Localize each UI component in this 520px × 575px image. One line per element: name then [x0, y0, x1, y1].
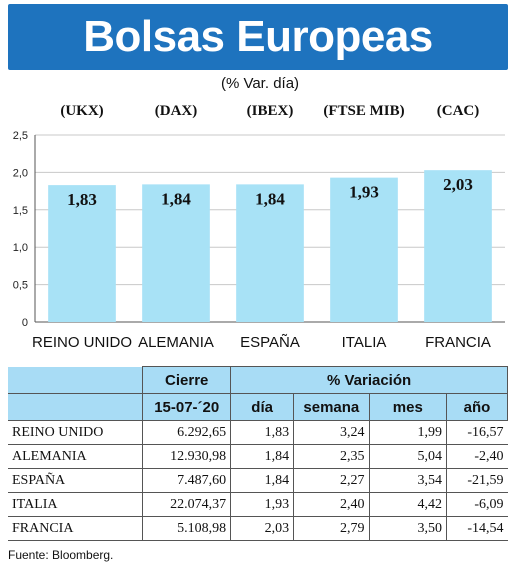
bar: [48, 185, 116, 322]
index-code-label: (UKX): [60, 103, 103, 119]
chart-title: Bolsas Europeas: [83, 12, 433, 61]
x-category-label: ALEMANIA: [138, 334, 214, 351]
x-category-label: ESPAÑA: [240, 334, 300, 351]
table-cell: 1,99: [368, 420, 447, 445]
table-cell: 12.930,98: [142, 444, 231, 469]
title-banner: Bolsas Europeas: [8, 4, 508, 70]
table-cell: 2,40: [293, 492, 370, 517]
index-code-label: (CAC): [437, 103, 480, 119]
x-category-label: FRANCIA: [425, 334, 491, 351]
header-variacion: % Variación: [230, 366, 508, 394]
index-code-label: (DAX): [155, 103, 198, 119]
y-tick-label: 2,0: [13, 167, 28, 179]
table-cell: -6,09: [446, 492, 508, 517]
table-cell: 7.487,60: [142, 468, 231, 493]
table-cell: 5,04: [368, 444, 447, 469]
row-country: ALEMANIA: [8, 444, 143, 469]
table-cell: -16,57: [446, 420, 508, 445]
table-cell: -14,54: [446, 516, 508, 541]
table-cell: 5.108,98: [142, 516, 231, 541]
bar: [424, 170, 492, 322]
table-cell: 1,93: [230, 492, 294, 517]
bar: [330, 177, 398, 322]
table-row: ESPAÑA 7.487,60 1,84 2,27 3,54 -21,59: [8, 468, 508, 493]
table-cell: 2,79: [293, 516, 370, 541]
table-cell: 1,83: [230, 420, 294, 445]
bar-chart: (UKX) (DAX) (IBEX) (FTSE MIB) (CAC) 0 0,5 1,0 1,…: [13, 103, 505, 351]
table-corner: [8, 366, 144, 394]
y-tick-label: 1,5: [13, 205, 28, 217]
y-tick-label: 0: [22, 317, 28, 329]
table-cell: 3,54: [368, 468, 447, 493]
table-row: ITALIA 22.074,37 1,93 2,40 4,42 -6,09: [8, 492, 508, 517]
index-code-label: (IBEX): [247, 103, 294, 119]
row-country: REINO UNIDO: [8, 420, 143, 445]
y-tick-label: 0,5: [13, 280, 28, 292]
x-category-label: ITALIA: [342, 334, 387, 351]
table-corner-lower: [8, 393, 144, 421]
table-row: FRANCIA 5.108,98 2,03 2,79 3,50 -14,54: [8, 516, 508, 541]
source-note: Fuente: Bloomberg.: [8, 548, 114, 562]
index-code-label: (FTSE MIB): [323, 103, 404, 119]
bar-value-label: 1,84: [255, 189, 285, 208]
bar-value-label: 2,03: [443, 175, 473, 194]
header-mes: mes: [368, 393, 448, 421]
header-dia: día: [230, 393, 295, 421]
y-tick-label: 1,0: [13, 242, 28, 254]
table-cell: 6.292,65: [142, 420, 231, 445]
table-cell: 2,27: [293, 468, 370, 493]
table-cell: 4,42: [368, 492, 447, 517]
header-semana: semana: [293, 393, 370, 421]
table-cell: 3,50: [368, 516, 447, 541]
bar-value-label: 1,83: [67, 190, 97, 209]
table-cell: 1,84: [230, 444, 294, 469]
header-date: 15-07-´20: [142, 393, 232, 421]
table-row: REINO UNIDO 6.292,65 1,83 3,24 1,99 -16,57: [8, 420, 508, 445]
table-cell: 1,84: [230, 468, 294, 493]
quotes-table: Cierre % Variación 15-07-´20 día semana …: [8, 366, 508, 541]
chart-subtitle: (% Var. día): [220, 75, 300, 92]
row-country: ESPAÑA: [8, 468, 143, 493]
row-country: FRANCIA: [8, 516, 143, 541]
table-cell: -2,40: [446, 444, 508, 469]
bar-value-label: 1,84: [161, 189, 191, 208]
bar-value-label: 1,93: [349, 183, 379, 202]
table-row: ALEMANIA 12.930,98 1,84 2,35 5,04 -2,40: [8, 444, 508, 469]
header-ano: año: [446, 393, 508, 421]
table-cell: 22.074,37: [142, 492, 231, 517]
bar: [142, 184, 210, 322]
y-tick-label: 2,5: [13, 130, 28, 142]
table-cell: 2,35: [293, 444, 370, 469]
x-category-label: REINO UNIDO: [32, 334, 132, 351]
table-cell: 2,03: [230, 516, 294, 541]
header-cierre: Cierre: [142, 366, 232, 394]
table-cell: -21,59: [446, 468, 508, 493]
row-country: ITALIA: [8, 492, 143, 517]
bar: [236, 184, 304, 322]
table-cell: 3,24: [293, 420, 370, 445]
